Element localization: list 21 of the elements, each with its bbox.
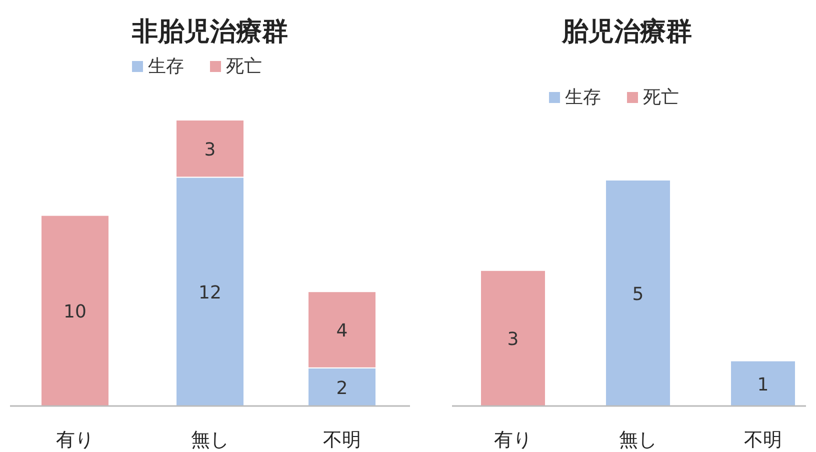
data-label: 10 (64, 302, 86, 323)
x-tick-label: 有り (56, 429, 94, 451)
data-label: 2 (336, 378, 348, 399)
data-label: 3 (507, 329, 519, 350)
data-label: 4 (336, 320, 348, 342)
bar (40, 214, 110, 406)
chart-title: 胎児治療群 (561, 17, 692, 47)
legend-label: 生存 (148, 56, 184, 77)
chart-title: 非胎児治療群 (131, 17, 288, 47)
x-tick-label: 無し (191, 429, 229, 451)
x-tick-label: 有り (494, 429, 532, 451)
legend-label: 死亡 (226, 56, 262, 77)
x-tick-label: 不明 (323, 429, 361, 451)
legend-label: 生存 (565, 87, 601, 108)
data-label: 5 (632, 284, 644, 305)
legend-label: 死亡 (643, 87, 679, 108)
data-label: 12 (198, 282, 222, 304)
data-label: 3 (204, 140, 216, 161)
x-tick-label: 無し (619, 429, 657, 451)
x-tick-label: 不明 (744, 429, 782, 451)
data-label: 1 (757, 374, 769, 396)
